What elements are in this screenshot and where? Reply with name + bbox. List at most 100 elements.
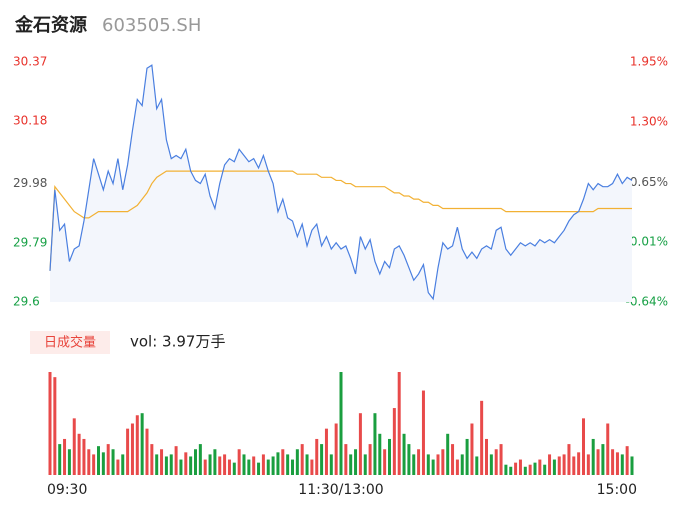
volume-bar — [334, 423, 338, 475]
volume-bar — [402, 433, 406, 475]
volume-bar — [460, 454, 464, 475]
volume-bar — [489, 454, 493, 475]
volume-bar — [620, 454, 624, 475]
volume-bar — [140, 413, 144, 475]
volume-bar — [494, 449, 498, 475]
volume-bar — [116, 459, 120, 475]
volume-bar — [329, 454, 333, 475]
price-area — [50, 65, 632, 302]
y-tick-label: 30.18 — [13, 114, 47, 128]
volume-bar — [150, 444, 154, 475]
volume-bar — [363, 454, 367, 475]
volume-bar — [87, 449, 91, 475]
volume-bar — [232, 462, 236, 475]
volume-bar — [543, 464, 547, 475]
volume-bar — [499, 444, 503, 475]
volume-bar — [601, 444, 605, 475]
x-tick-label: 15:00 — [597, 482, 637, 498]
volume-bar — [339, 372, 343, 475]
volume-bar — [470, 423, 474, 475]
y2-tick-label: -0.64% — [626, 295, 668, 309]
volume-bar — [320, 444, 324, 475]
volume-bar — [611, 449, 615, 475]
legend-box — [30, 331, 110, 354]
volume-bar — [218, 456, 222, 475]
y2-tick-label: 0.01% — [630, 234, 668, 248]
volume-bar — [441, 449, 445, 475]
volume-bar — [417, 449, 421, 475]
volume-bar — [121, 454, 125, 475]
x-tick-label: 11:30/13:00 — [298, 482, 383, 498]
volume-bar — [630, 456, 634, 475]
volume-bar — [58, 444, 62, 475]
volume-bar — [344, 444, 348, 475]
y-tick-label: 29.6 — [13, 295, 40, 309]
volume-bar — [247, 459, 251, 475]
volume-bar — [572, 456, 576, 475]
volume-bar — [92, 454, 96, 475]
volume-bar — [160, 449, 164, 475]
volume-bar — [504, 464, 508, 475]
y-tick-label: 30.37 — [13, 55, 47, 69]
volume-bar — [208, 454, 212, 475]
volume-bar — [446, 433, 450, 475]
volume-bar — [310, 459, 314, 475]
volume-bar — [101, 452, 105, 475]
volume-bar — [130, 423, 134, 475]
volume-bar — [48, 372, 52, 475]
volume-bar — [383, 449, 387, 475]
volume-bar — [179, 459, 183, 475]
volume-bar — [198, 444, 202, 475]
volume-bar — [436, 454, 440, 475]
volume-bar — [577, 452, 581, 475]
volume-bar — [426, 454, 430, 475]
volume-bar — [475, 456, 479, 475]
y-tick-label: 29.79 — [13, 235, 47, 249]
volume-bar — [174, 446, 178, 475]
volume-bar — [421, 390, 425, 475]
volume-bar — [368, 444, 372, 475]
volume-bar — [451, 444, 455, 475]
y2-tick-label: 1.30% — [630, 115, 668, 129]
volume-bar — [606, 423, 610, 475]
volume-bar — [480, 400, 484, 475]
volume-bar — [305, 454, 309, 475]
volume-bar — [392, 408, 396, 475]
volume-bar — [72, 418, 76, 475]
volume-bar — [596, 449, 600, 475]
volume-bar — [295, 449, 299, 475]
volume-total: vol: 3.97万手 — [130, 333, 225, 351]
volume-bar — [286, 454, 290, 475]
volume-bar — [562, 454, 566, 475]
price-line — [49, 64, 633, 301]
volume-bar — [397, 372, 401, 475]
volume-bar — [194, 449, 197, 475]
volume-bar — [242, 454, 246, 475]
volume-bar — [455, 459, 459, 475]
volume-bar — [582, 418, 585, 475]
volume-bar — [514, 462, 518, 475]
x-tick-label: 09:30 — [47, 482, 87, 498]
volume-bar — [184, 452, 188, 475]
volume-bar — [261, 454, 265, 475]
legend-label: 日成交量 — [44, 335, 96, 351]
volume-bar — [349, 454, 353, 475]
volume-bar — [354, 449, 358, 475]
volume-bar — [257, 462, 261, 475]
volume-bar — [509, 466, 513, 475]
volume-bar — [586, 454, 590, 475]
volume-bar — [67, 449, 71, 475]
volume-bar — [82, 438, 86, 475]
volume-bar — [266, 459, 270, 475]
volume-bar — [407, 444, 411, 475]
volume-bar — [591, 438, 595, 475]
volume-bar — [169, 454, 173, 475]
volume-bar — [53, 377, 57, 475]
volume-bar — [126, 428, 130, 475]
y-tick-label: 29.98 — [13, 176, 47, 190]
volume-bar — [373, 413, 377, 475]
volume-bar — [485, 438, 488, 475]
volume-bar — [358, 413, 362, 475]
volume-bar — [625, 446, 629, 475]
